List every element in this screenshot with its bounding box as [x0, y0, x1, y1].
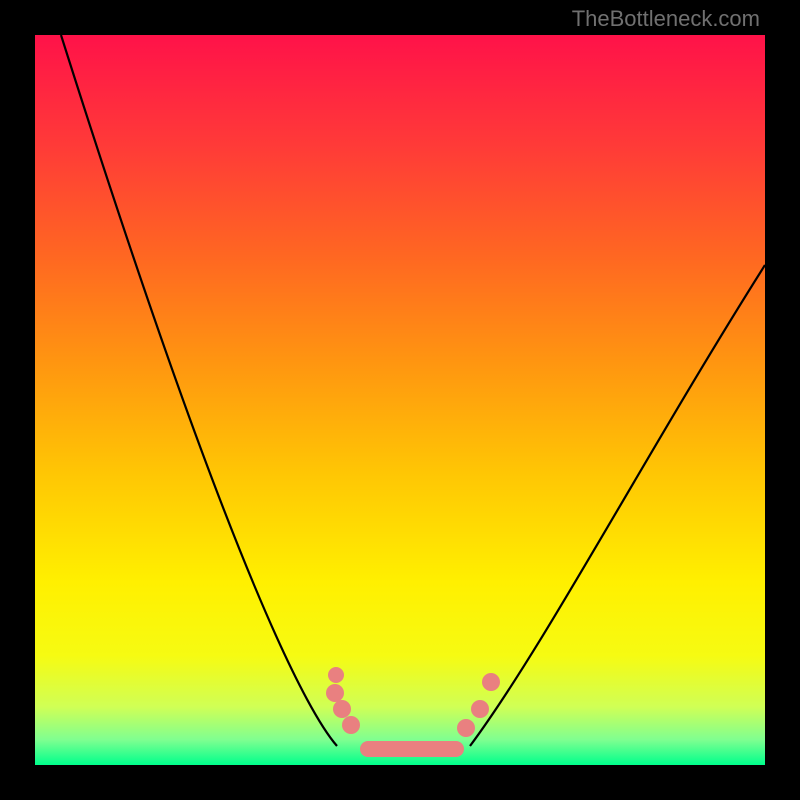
frame-border-right [765, 0, 800, 800]
marker-capsule [328, 667, 344, 683]
plot-area [35, 35, 765, 765]
v-curve-right-arm [470, 265, 765, 746]
frame-border-left [0, 0, 35, 800]
frame-border-bottom [0, 765, 800, 800]
marker-dot [482, 673, 500, 691]
chart-frame: TheBottleneck.com [0, 0, 800, 800]
v-curve-left-arm [61, 35, 337, 746]
marker-dot [471, 700, 489, 718]
curve-layer [35, 35, 765, 765]
data-markers [326, 667, 500, 757]
marker-dot [342, 716, 360, 734]
marker-capsule [360, 741, 464, 757]
marker-dot [326, 684, 344, 702]
marker-dot [457, 719, 475, 737]
source-watermark: TheBottleneck.com [572, 6, 760, 32]
marker-dot [333, 700, 351, 718]
